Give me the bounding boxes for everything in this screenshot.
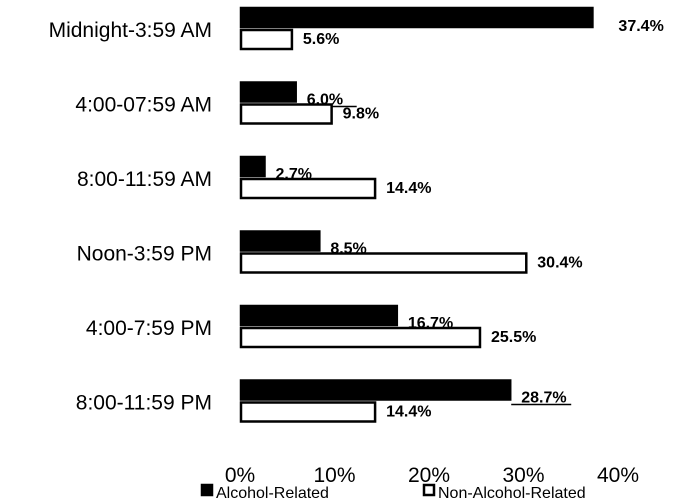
non-alcohol-related-bar — [239, 28, 294, 51]
bar-group-8-00-11-59-am: 8:00-11:59 AM 2.7%14.4% — [77, 155, 431, 200]
alcohol-related-bar — [239, 379, 512, 401]
bar-group-noon-3-59-pm: Noon-3:59 PM 8.5%30.4% — [77, 230, 583, 274]
x-tick-label: 20% — [408, 464, 450, 487]
x-axis: 0% 10% 20% 30% 40% — [225, 464, 639, 487]
alcohol-related-bar — [239, 6, 594, 29]
non-alcohol-related-value-label: 14.4% — [386, 180, 431, 197]
alcohol-related-value-label: 28.7% — [521, 390, 566, 407]
non-alcohol-related-bar — [239, 401, 377, 423]
non-alcohol-related-bar — [239, 103, 333, 125]
bar-group-4-00-07-59-am: 4:00-07:59 AM 6.0%9.8% — [75, 81, 379, 125]
non-alcohol-related-value-label: 25.5% — [491, 329, 536, 346]
legend-swatch — [422, 483, 436, 497]
legend-label: Non-Alcohol-Related — [438, 485, 586, 502]
legend-alcohol-related: Alcohol-Related — [200, 483, 329, 502]
category-label: 8:00-11:59 PM — [76, 392, 212, 415]
alcohol-related-bar — [239, 304, 399, 327]
alcohol-related-bar — [239, 155, 266, 178]
x-tick-label: 0% — [225, 464, 255, 487]
alcohol-related-bar — [239, 81, 297, 103]
plot-area: Midnight-3:59 AM 37.4% 5.6% 4:00-07:59 AM 6.… — [49, 6, 664, 423]
non-alcohol-related-value-label: 14.4% — [386, 404, 431, 421]
x-tick-label: 30% — [502, 464, 544, 487]
bar-group-8-00-11-59-pm: 8:00-11:59 PM 28.7% 14.4% — [76, 379, 572, 423]
x-tick-label: 10% — [313, 464, 355, 487]
non-alcohol-related-value-label: 5.6% — [303, 31, 339, 48]
category-label: Noon-3:59 PM — [77, 243, 212, 266]
legend: Alcohol-Related Non-Alcohol-Related — [200, 483, 586, 502]
non-alcohol-related-bar — [239, 252, 528, 274]
alcohol-related-bar — [239, 230, 321, 252]
non-alcohol-related-value-label: 9.8% — [343, 106, 379, 123]
alcohol-related-value-label: 37.4% — [618, 18, 663, 35]
legend-swatch — [200, 483, 214, 497]
category-label: 4:00-07:59 AM — [75, 94, 212, 117]
non-alcohol-related-bar — [239, 177, 377, 200]
legend-label: Alcohol-Related — [216, 485, 329, 502]
bar-group-4-00-7-59-pm: 4:00-7:59 PM 16.7%25.5% — [86, 304, 536, 349]
legend-non-alcohol-related: Non-Alcohol-Related — [422, 483, 586, 502]
bar-group-midnight-3-59-am: Midnight-3:59 AM 37.4% 5.6% — [49, 6, 664, 51]
category-label: 4:00-7:59 PM — [86, 317, 212, 340]
non-alcohol-related-value-label: 30.4% — [537, 255, 582, 272]
x-tick-label: 40% — [597, 464, 639, 487]
category-label: 8:00-11:59 AM — [77, 168, 212, 191]
category-label: Midnight-3:59 AM — [49, 19, 212, 42]
non-alcohol-related-bar — [239, 326, 482, 349]
